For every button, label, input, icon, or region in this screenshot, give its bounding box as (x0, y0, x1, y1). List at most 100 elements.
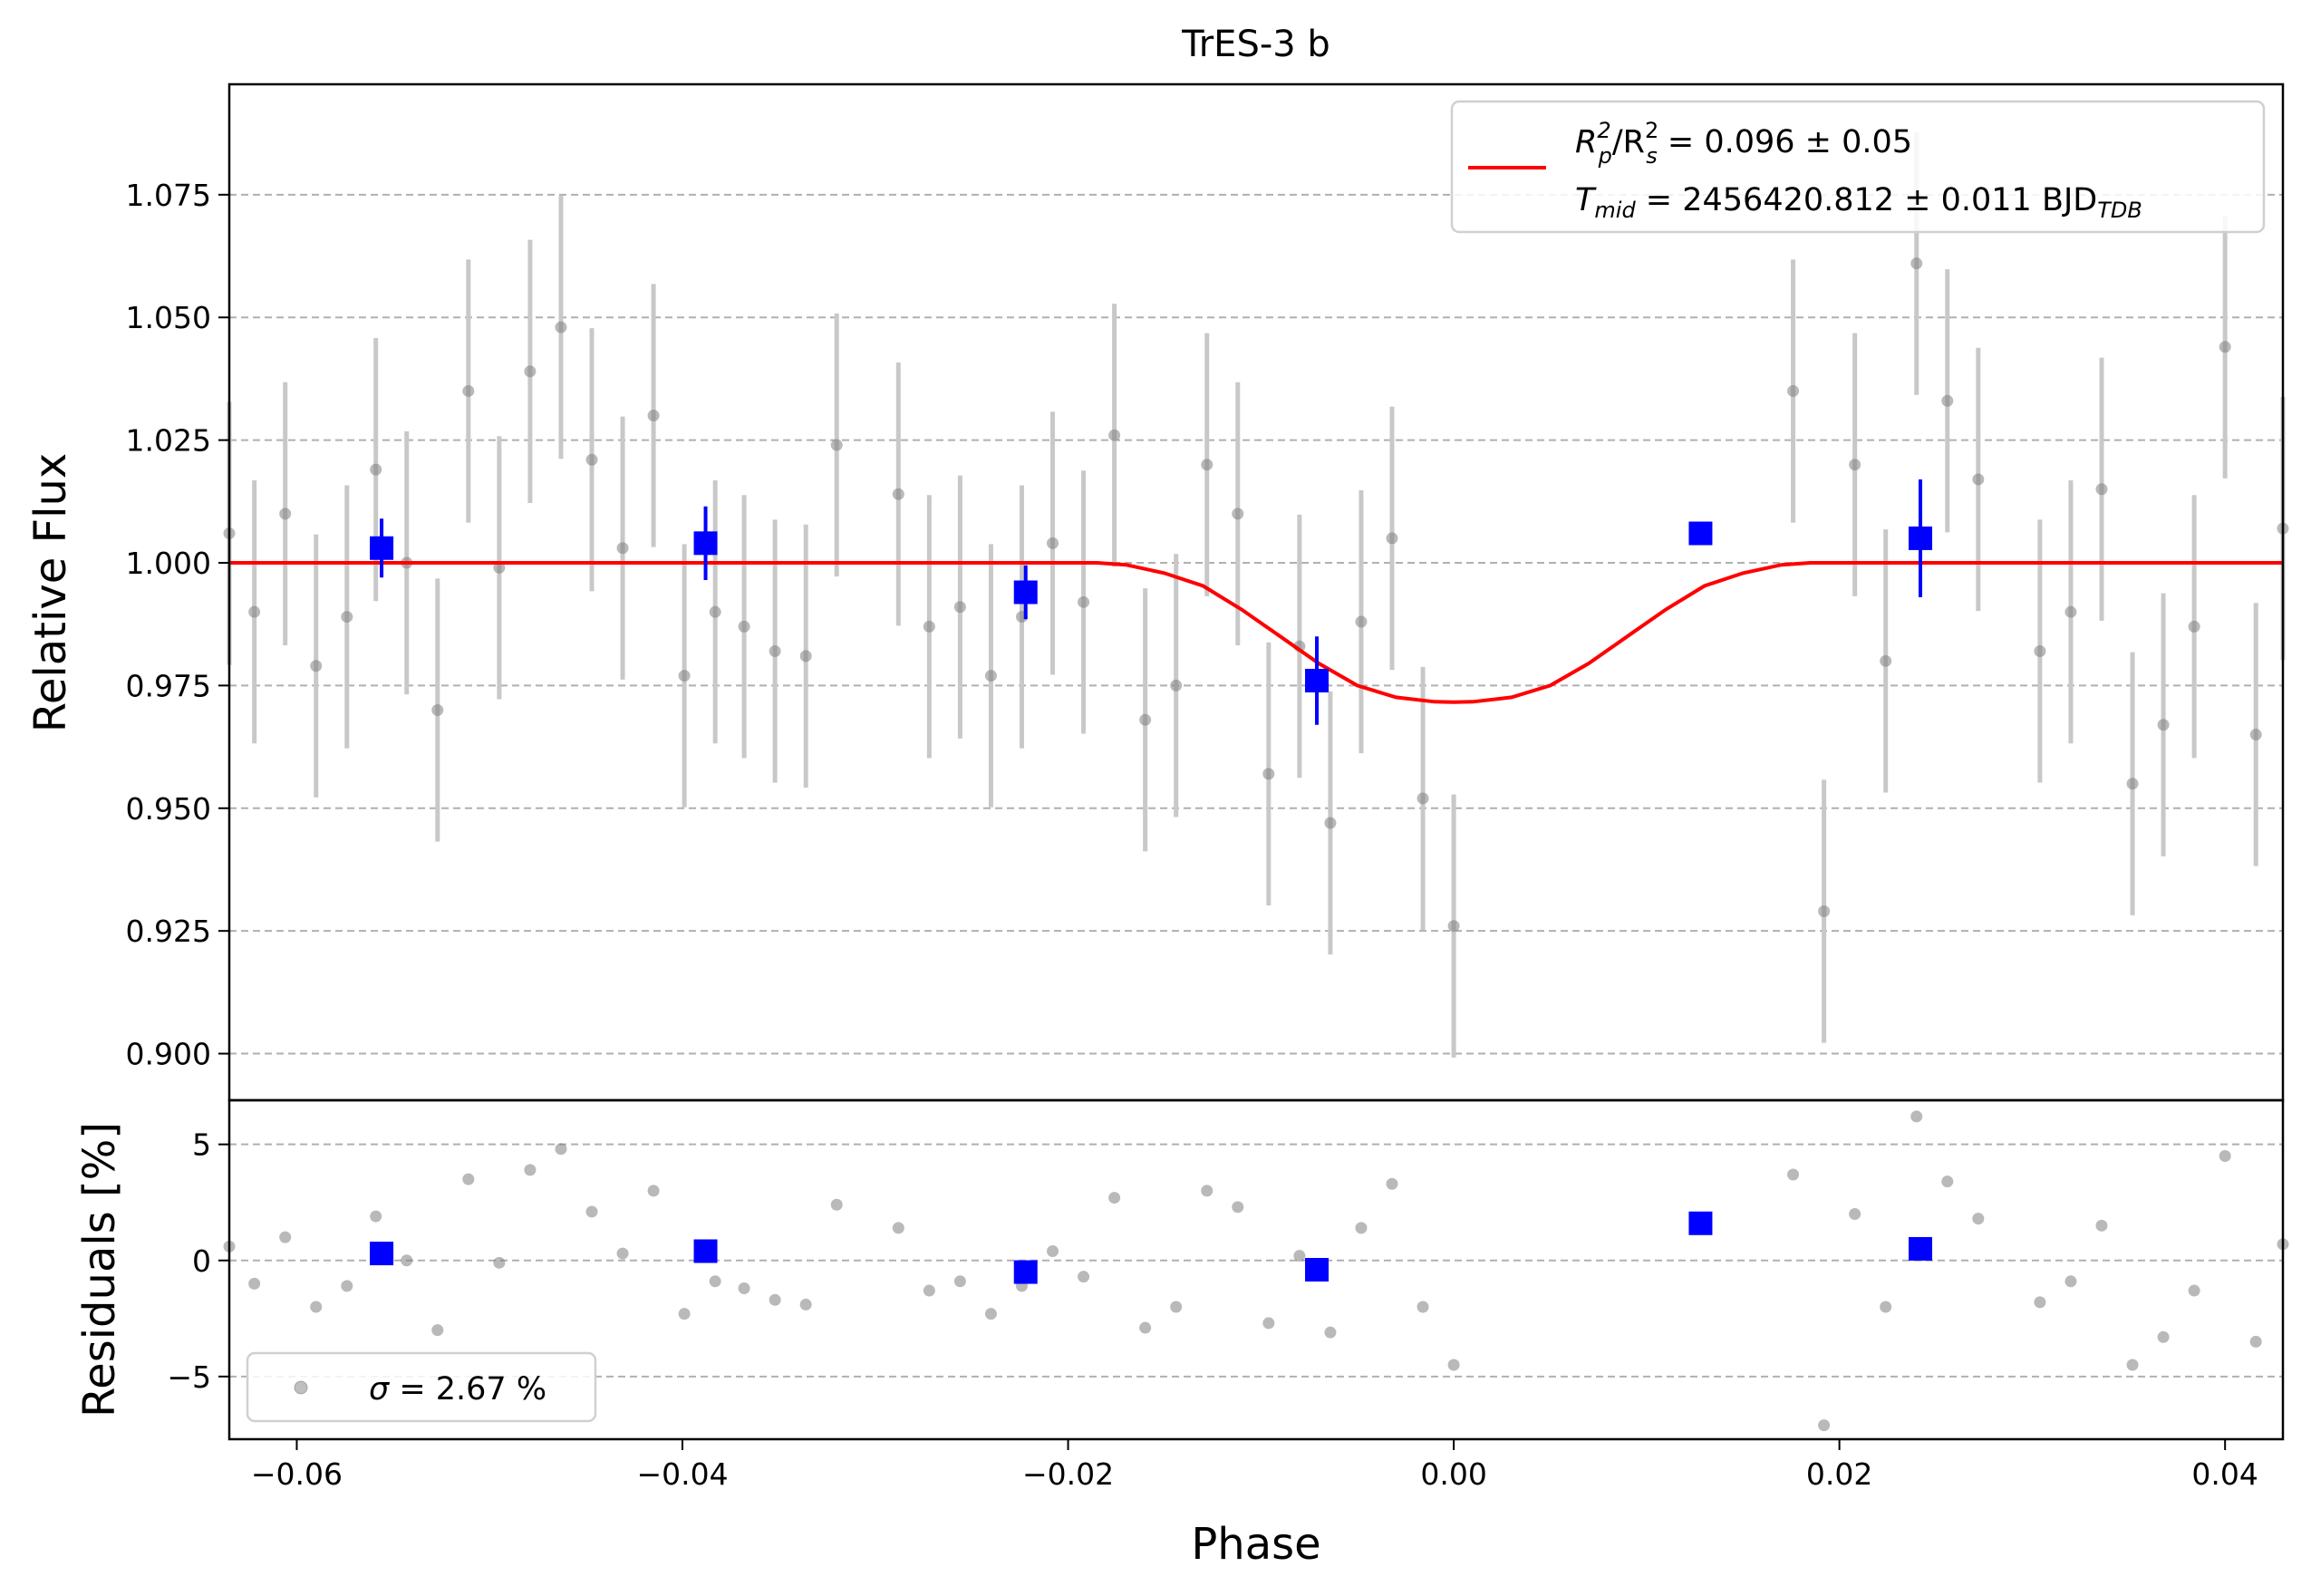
residual-point (799, 1298, 812, 1311)
raw-point (2064, 605, 2077, 618)
residual-point (1355, 1222, 1368, 1234)
raw-point (799, 650, 812, 663)
raw-point (1849, 459, 1861, 471)
top-y-tick-label: 0.925 (126, 914, 211, 949)
top-y-tick-label: 1.025 (126, 423, 211, 459)
x-tick-label: −0.02 (1022, 1456, 1114, 1492)
raw-point (1355, 615, 1368, 628)
raw-point (1818, 905, 1831, 918)
raw-point (341, 611, 353, 624)
residual-point (1139, 1321, 1152, 1334)
binned-point (1688, 521, 1713, 546)
raw-point (738, 620, 750, 633)
raw-point (1447, 920, 1460, 933)
raw-point (1417, 792, 1429, 805)
top-raw-points (223, 257, 2289, 933)
residual-point (370, 1210, 382, 1223)
raw-point (1108, 429, 1121, 441)
raw-point (1787, 384, 1800, 397)
raw-point (984, 670, 997, 682)
chart-title: TrES-3 b (1181, 24, 1330, 65)
binned-point (370, 536, 394, 560)
residual-point (1447, 1359, 1460, 1371)
residual-point (341, 1280, 353, 1292)
legend-raw-marker (294, 1380, 308, 1395)
raw-point (830, 439, 843, 451)
top-y-axis-label: Relative Flux (25, 453, 76, 733)
raw-point (2034, 644, 2046, 657)
raw-point (1910, 257, 1923, 270)
residual-point (524, 1164, 537, 1176)
binned-residual-point (1908, 1236, 1932, 1261)
top-y-tick-label: 0.950 (126, 791, 211, 827)
binned-residual-point (693, 1239, 718, 1263)
bottom-y-tick-label: 0 (192, 1243, 211, 1279)
raw-point (279, 508, 292, 520)
residual-point (769, 1293, 781, 1306)
x-tick-label: 0.00 (1420, 1456, 1486, 1492)
raw-point (923, 620, 935, 633)
raw-point (2157, 719, 2170, 731)
raw-point (524, 365, 537, 378)
binned-residual-point (1305, 1258, 1330, 1282)
residual-point (1787, 1168, 1800, 1181)
bottom-legend: σ = 2.67 % (246, 1351, 597, 1423)
raw-point (370, 463, 382, 476)
raw-point (248, 605, 261, 618)
residual-point (462, 1173, 475, 1185)
x-tick-label: −0.06 (251, 1456, 343, 1492)
residual-point (2157, 1330, 2170, 1343)
top-y-axis-ticks: 0.900 0.925 0.950 0.975 1.000 1.025 1.050 1.075 (126, 178, 229, 1072)
x-axis-label: Phase (1191, 1519, 1320, 1570)
bottom-y-axis-ticks: −5 0 5 (167, 1127, 229, 1395)
residual-point (310, 1301, 323, 1313)
residual-point (830, 1198, 843, 1211)
raw-point (1324, 817, 1337, 829)
residual-point (1170, 1301, 1183, 1313)
residual-point (1078, 1271, 1090, 1283)
residual-point (923, 1284, 935, 1297)
residual-point (616, 1247, 629, 1260)
residual-point (1232, 1201, 1244, 1214)
raw-point (709, 605, 721, 618)
residual-point (709, 1275, 721, 1288)
binned-residual-point (1013, 1260, 1038, 1284)
residual-point (1417, 1301, 1429, 1313)
residual-point (2034, 1296, 2046, 1309)
residual-point (1818, 1419, 1831, 1432)
transit-model-line (229, 561, 2283, 704)
residual-point (1201, 1185, 1214, 1197)
raw-point (2249, 729, 2262, 741)
residual-point (738, 1282, 750, 1294)
bottom-raw-points (223, 1110, 2289, 1432)
residual-point (1941, 1175, 1954, 1188)
raw-point (1262, 768, 1275, 780)
raw-point (892, 488, 904, 500)
residual-point (248, 1277, 261, 1290)
raw-point (310, 660, 323, 672)
raw-point (1201, 459, 1214, 471)
top-y-tick-label: 0.975 (126, 668, 211, 703)
residual-point (401, 1254, 413, 1267)
raw-point (769, 644, 781, 657)
residual-point (1324, 1326, 1337, 1339)
top-y-tick-label: 0.900 (126, 1037, 211, 1072)
raw-point (2095, 483, 2108, 496)
residual-point (1262, 1317, 1275, 1330)
residual-point (1386, 1177, 1398, 1190)
raw-point (2188, 620, 2200, 633)
residual-point (585, 1205, 598, 1218)
raw-point (1941, 394, 1954, 407)
residual-point (279, 1231, 292, 1243)
residual-point (1910, 1110, 1923, 1123)
raw-point (1170, 679, 1183, 692)
residual-point (431, 1324, 444, 1337)
bottom-y-tick-label: 5 (192, 1127, 211, 1163)
residual-point (1047, 1245, 1059, 1258)
legend-sigma: σ = 2.67 % (369, 1371, 546, 1407)
residual-point (2064, 1275, 2077, 1288)
residual-point (647, 1185, 660, 1197)
residual-point (2249, 1335, 2262, 1348)
residual-point (953, 1275, 966, 1288)
